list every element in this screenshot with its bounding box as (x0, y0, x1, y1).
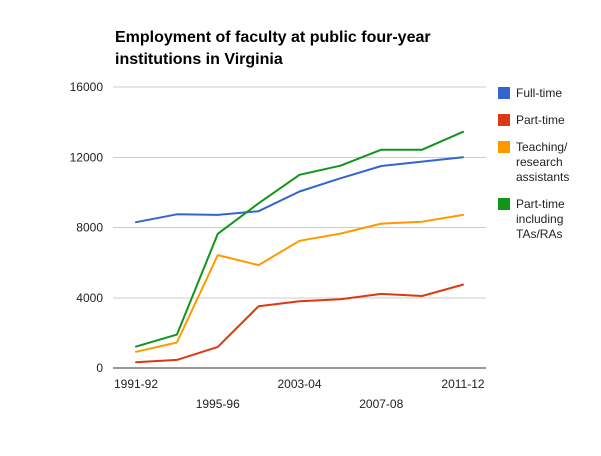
gridlines (113, 86, 486, 369)
legend-item: Part-time (498, 113, 565, 127)
legend-swatch (498, 141, 510, 153)
legend-label: Part-time including TAs/RAs (516, 197, 565, 241)
x-tick-label: 1995-96 (196, 397, 240, 411)
y-axis-ticks: 0 4000 8000 12000 16000 (70, 80, 104, 375)
legend-swatch (498, 87, 510, 99)
legend-label: Part-time (516, 113, 565, 127)
x-tick-label: 1991-92 (114, 377, 158, 391)
x-tick-label: 2007-08 (359, 397, 403, 411)
legend-label: Teaching/research assistants (516, 140, 569, 184)
x-tick-label: 2011-12 (441, 377, 484, 391)
legend: Full-time Part-time Teaching/research assis… (498, 86, 569, 241)
y-tick-label: 4000 (76, 291, 103, 305)
x-axis-ticks: 1991-92 1995-96 2003-04 2007-08 2011-12 (114, 377, 485, 411)
series-lines (135, 130, 464, 364)
legend-swatch (498, 198, 510, 210)
x-tick-label: 2003-04 (277, 377, 321, 391)
legend-item: Full-time (498, 86, 562, 100)
y-tick-label: 12000 (70, 150, 104, 164)
y-tick-label: 16000 (70, 80, 104, 94)
series-line-1 (135, 156, 464, 224)
chart-title-line-2: institutions in Virginia (115, 51, 283, 68)
series-line-3 (135, 213, 464, 353)
y-tick-label: 0 (96, 361, 103, 375)
y-tick-label: 8000 (76, 221, 103, 235)
legend-label: Full-time (516, 86, 562, 100)
chart-title-line-1: Employment of faculty at public four-yea… (115, 29, 431, 46)
series-line-2 (135, 283, 464, 364)
legend-item: Teaching/research assistants (498, 140, 569, 184)
series-line-4 (135, 130, 464, 348)
legend-swatch (498, 114, 510, 126)
legend-item: Part-time including TAs/RAs (498, 197, 565, 241)
